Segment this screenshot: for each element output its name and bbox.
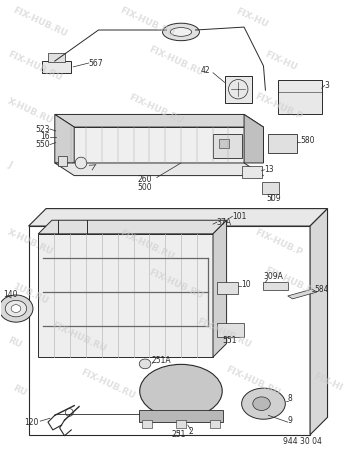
Bar: [213, 134, 242, 158]
Text: FIX-HUB.RU: FIX-HUB.RU: [50, 321, 107, 354]
Ellipse shape: [75, 157, 87, 169]
Text: 16: 16: [40, 132, 50, 141]
Bar: [58, 156, 68, 166]
Ellipse shape: [11, 305, 21, 312]
Polygon shape: [55, 114, 74, 163]
Polygon shape: [310, 209, 328, 435]
Text: FIX-HUB.RU: FIX-HUB.RU: [225, 365, 282, 398]
Text: 9: 9: [288, 416, 293, 425]
Text: FIX-HUB.RU: FIX-HUB.RU: [6, 50, 64, 82]
Text: 567: 567: [89, 58, 103, 68]
Text: FIX-HI: FIX-HI: [312, 372, 343, 393]
Bar: [210, 420, 220, 428]
Text: 580: 580: [300, 136, 315, 145]
Text: 550: 550: [35, 140, 50, 149]
Polygon shape: [55, 114, 264, 127]
Text: FIX-HUB.P: FIX-HUB.P: [254, 227, 304, 257]
Text: 10: 10: [241, 280, 251, 289]
Text: 2: 2: [188, 428, 193, 436]
Ellipse shape: [253, 397, 270, 410]
Bar: [219, 139, 229, 148]
Bar: [217, 282, 238, 294]
Polygon shape: [213, 220, 226, 357]
Ellipse shape: [140, 364, 222, 418]
Text: 120: 120: [24, 418, 38, 427]
Text: 251: 251: [172, 430, 186, 439]
Text: 500: 500: [138, 183, 152, 192]
Polygon shape: [55, 127, 244, 163]
Bar: [142, 420, 152, 428]
Text: FIX-HUB.RU: FIX-HUB.RU: [147, 45, 204, 77]
FancyBboxPatch shape: [42, 61, 71, 73]
Polygon shape: [29, 209, 328, 226]
Text: FIX-HUB.RU: FIX-HUB.RU: [118, 6, 175, 39]
Bar: [264, 282, 288, 290]
Text: RU: RU: [11, 384, 28, 398]
Bar: [278, 81, 322, 114]
Text: J: J: [6, 160, 13, 170]
Text: 309A: 309A: [264, 272, 284, 281]
Ellipse shape: [162, 23, 199, 40]
Text: 13: 13: [265, 165, 274, 174]
Bar: [139, 410, 223, 422]
Text: 101: 101: [232, 212, 247, 221]
Ellipse shape: [170, 27, 192, 36]
Text: 260: 260: [138, 175, 152, 184]
FancyBboxPatch shape: [261, 182, 279, 194]
Polygon shape: [55, 163, 264, 176]
Text: FIX-HUB.RU: FIX-HUB.RU: [79, 368, 136, 401]
Text: 509: 509: [266, 194, 280, 203]
Text: 251A: 251A: [152, 356, 172, 364]
Text: FIX-HU: FIX-HU: [264, 50, 299, 73]
Ellipse shape: [241, 388, 285, 419]
Text: 3: 3: [324, 81, 329, 90]
Text: FIX-HUB.P: FIX-HUB.P: [264, 266, 314, 296]
Bar: [48, 53, 65, 62]
Text: X-HUB.RU: X-HUB.RU: [6, 228, 55, 257]
Text: FIX-HUB.RU: FIX-HUB.RU: [147, 268, 204, 301]
Bar: [217, 323, 244, 337]
Text: 140: 140: [4, 289, 18, 298]
Bar: [242, 166, 261, 178]
Text: FIX-HU: FIX-HU: [234, 6, 270, 29]
Ellipse shape: [139, 359, 151, 369]
Ellipse shape: [5, 300, 27, 317]
Ellipse shape: [65, 409, 73, 416]
Ellipse shape: [0, 295, 33, 322]
Text: FIX-HUB.RU: FIX-HUB.RU: [128, 93, 185, 126]
Polygon shape: [29, 226, 310, 435]
Polygon shape: [244, 114, 264, 163]
Text: RU: RU: [6, 335, 23, 349]
Text: 944 30 04: 944 30 04: [283, 437, 322, 446]
Text: FIX-HUB.P: FIX-HUB.P: [254, 91, 304, 122]
Bar: [176, 420, 186, 428]
Text: 551: 551: [222, 336, 237, 345]
Text: X-HUB.RU: X-HUB.RU: [6, 97, 55, 126]
Polygon shape: [288, 289, 317, 299]
Polygon shape: [38, 234, 213, 357]
Polygon shape: [38, 220, 226, 234]
Text: FIX-HUB.RU: FIX-HUB.RU: [196, 316, 253, 349]
Text: 8: 8: [288, 394, 293, 403]
Text: 1UB.RU: 1UB.RU: [11, 281, 49, 306]
Bar: [268, 134, 298, 153]
Text: 584: 584: [314, 285, 328, 294]
Text: 523: 523: [35, 125, 50, 134]
Bar: [225, 76, 252, 103]
Text: FIX-HUB.RU: FIX-HUB.RU: [118, 229, 175, 262]
Text: 37A: 37A: [217, 218, 232, 227]
Text: 42: 42: [201, 66, 210, 75]
Text: FIX-HUB.RU: FIX-HUB.RU: [11, 6, 68, 39]
